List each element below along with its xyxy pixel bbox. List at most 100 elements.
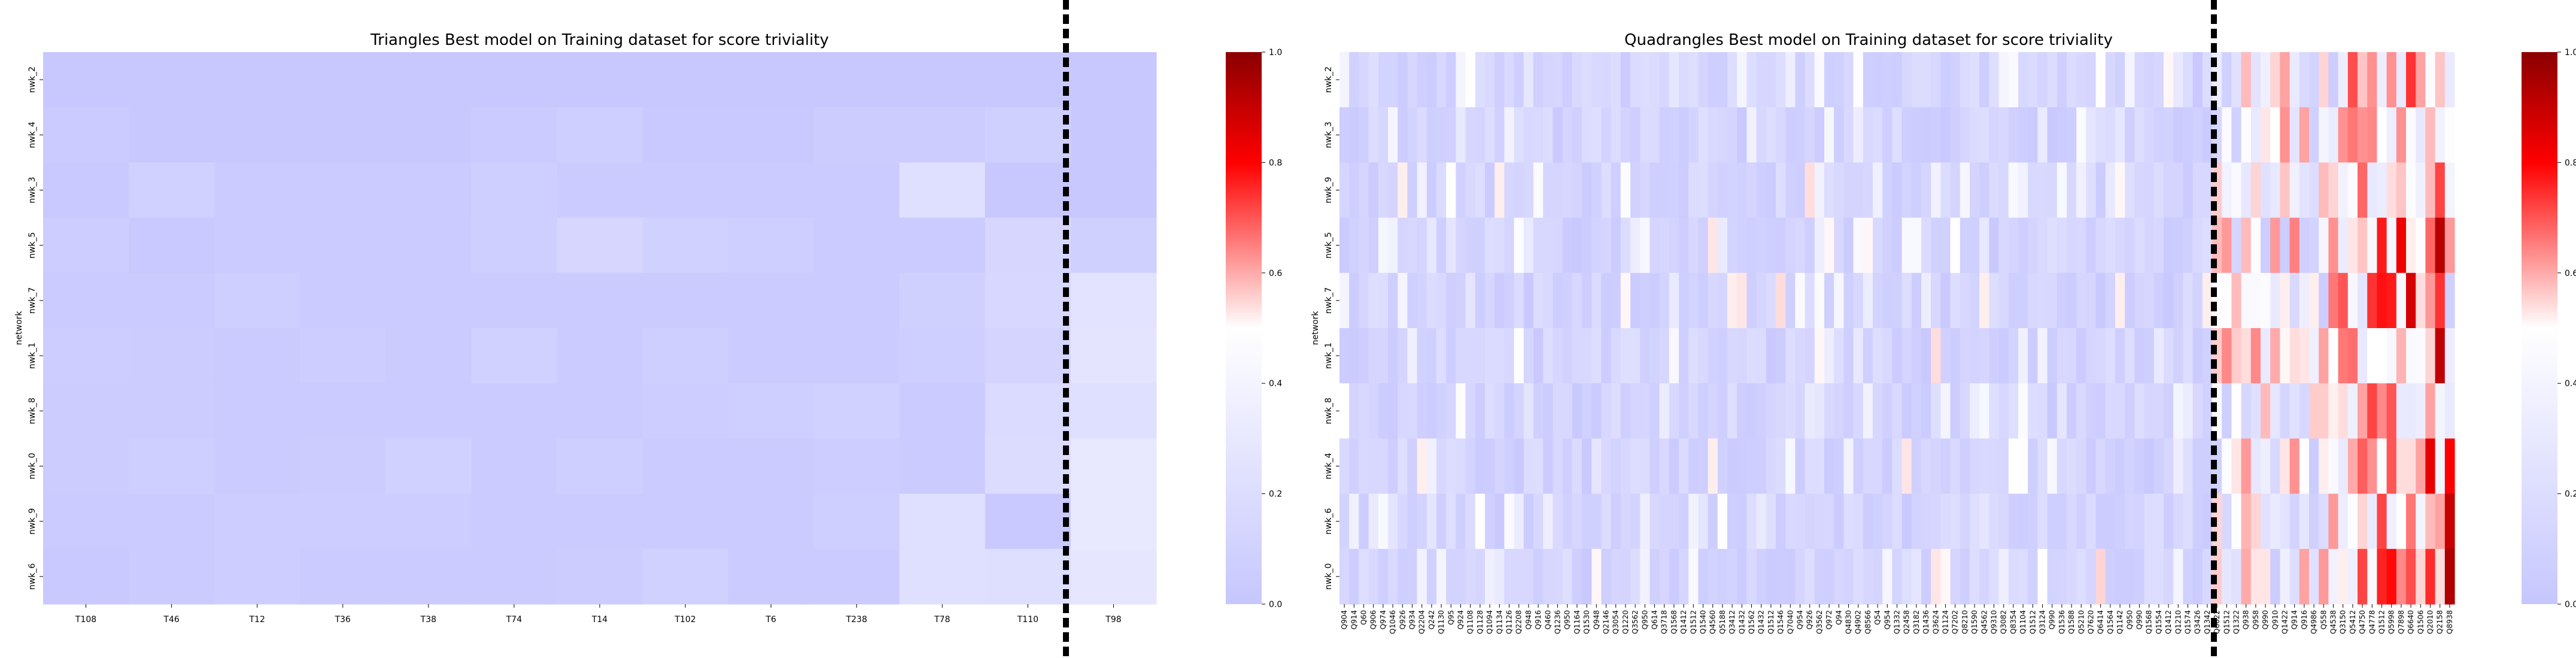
row-label: nwk_1: [28, 342, 37, 369]
column-label: Q2208: [1515, 610, 1523, 634]
heatmap-cell: [2386, 162, 2397, 219]
heatmap-cell: [2047, 383, 2058, 439]
column-label: Q916: [1534, 610, 1542, 629]
heatmap-cell: [1446, 162, 1456, 219]
heatmap-cell: [1553, 217, 1563, 274]
heatmap-cell: [1359, 217, 1369, 274]
heatmap-cell: [1882, 162, 1892, 219]
heatmap-cell: [1989, 217, 2000, 274]
heatmap-cell: [1650, 52, 1660, 108]
heatmap-cell: [1620, 107, 1631, 163]
heatmap-cell: [2231, 162, 2242, 219]
heatmap-cell: [1766, 328, 1776, 384]
heatmap-cell: [2231, 548, 2242, 605]
heatmap-cell: [2444, 217, 2455, 274]
heatmap-cell: [1737, 217, 1747, 274]
heatmap-cell: [1572, 383, 1582, 439]
heatmap-cell: [2037, 548, 2048, 605]
heatmap-cell: [1737, 438, 1747, 495]
heatmap-cell: [1543, 548, 1553, 605]
heatmap-cell: [2377, 383, 2387, 439]
heatmap-cell: [2076, 548, 2086, 605]
row-label: nwk_4: [28, 122, 37, 148]
heatmap-cell: [1960, 438, 1970, 495]
heatmap-cell: [1756, 272, 1767, 329]
heatmap-cell: [1426, 272, 1437, 329]
heatmap-cell: [2164, 383, 2174, 439]
heatmap-cell: [2377, 328, 2387, 384]
heatmap-cell: [1795, 493, 1806, 550]
heatmap-cell: [2095, 107, 2106, 163]
heatmap-cell: [2444, 493, 2455, 550]
heatmap-cell: [2270, 52, 2280, 108]
heatmap-cell: [1494, 217, 1505, 274]
heatmap-cell: [1543, 272, 1553, 329]
heatmap-cell: [2134, 548, 2145, 605]
heatmap-cell: [2386, 272, 2397, 329]
heatmap-cell: [2164, 438, 2174, 495]
heatmap-cell: [1746, 548, 1757, 605]
heatmap-cell: [557, 272, 643, 329]
column-label: Q2010: [2426, 610, 2435, 634]
heatmap-cell: [1572, 107, 1582, 163]
heatmap-cell: [1446, 217, 1456, 274]
heatmap-cell: [1882, 217, 1892, 274]
column-label: Q1546: [1776, 610, 1785, 634]
heatmap-cell: [1407, 217, 1418, 274]
heatmap-cell: [2319, 52, 2329, 108]
heatmap-cell: [2192, 52, 2203, 108]
heatmap-cell: [1398, 272, 1408, 329]
heatmap-cell: [2347, 52, 2358, 108]
heatmap-cell: [2289, 217, 2300, 274]
heatmap-cell: [2261, 107, 2271, 163]
heatmap-cell: [1737, 548, 1747, 605]
heatmap-cell: [43, 107, 129, 163]
heatmap-cell: [471, 493, 558, 550]
heatmap-cell: [2192, 548, 2203, 605]
heatmap-cell: [1359, 493, 1369, 550]
heatmap-cell: [2153, 272, 2164, 329]
column-label: Q4778: [2368, 610, 2376, 634]
heatmap-cell: [1514, 328, 1524, 384]
heatmap-cell: [1688, 272, 1699, 329]
heatmap-cell: [1931, 107, 1941, 163]
heatmap-cell: [1640, 383, 1650, 439]
heatmap-cell: [985, 52, 1071, 108]
heatmap-cell: [1873, 52, 1883, 108]
heatmap-cell: [1785, 328, 1796, 384]
heatmap-cell: [2338, 162, 2349, 219]
heatmap-cell: [2309, 52, 2319, 108]
heatmap-cell: [2008, 383, 2019, 439]
heatmap-cell: [2115, 162, 2125, 219]
heatmap-cell: [1776, 107, 1786, 163]
heatmap-cell: [1456, 438, 1466, 495]
heatmap-cell: [1465, 328, 1476, 384]
heatmap-cell: [2028, 438, 2038, 495]
heatmap-cell: [2095, 217, 2106, 274]
heatmap-cell: [1582, 548, 1592, 605]
heatmap-cell: [2425, 548, 2436, 605]
heatmap-cell: [985, 328, 1071, 384]
heatmap-cell: [1834, 493, 1844, 550]
heatmap-cell: [1640, 217, 1650, 274]
heatmap-cell: [2425, 107, 2436, 163]
heatmap-cell: [2289, 107, 2300, 163]
heatmap-cell: [2241, 383, 2252, 439]
heatmap-cell: [1737, 383, 1747, 439]
heatmap-cell: [43, 328, 129, 384]
heatmap-cell: [1892, 438, 1903, 495]
column-label: Q950: [1641, 610, 1649, 629]
heatmap-cell: [2018, 383, 2028, 439]
column-label: Q5412: [2349, 610, 2357, 634]
heatmap-cell: [1339, 52, 1350, 108]
heatmap-cell: [129, 328, 215, 384]
heatmap-cell: [2192, 272, 2203, 329]
heatmap-cell: [1785, 52, 1796, 108]
column-label: Q8210: [1961, 610, 1969, 634]
heatmap-cell: [2115, 272, 2125, 329]
row-label: nwk_3: [28, 177, 37, 203]
heatmap-cell: [2125, 107, 2135, 163]
heatmap-cell: [1611, 162, 1621, 219]
heatmap-cell: [43, 217, 129, 274]
heatmap-cell: [1070, 217, 1157, 274]
